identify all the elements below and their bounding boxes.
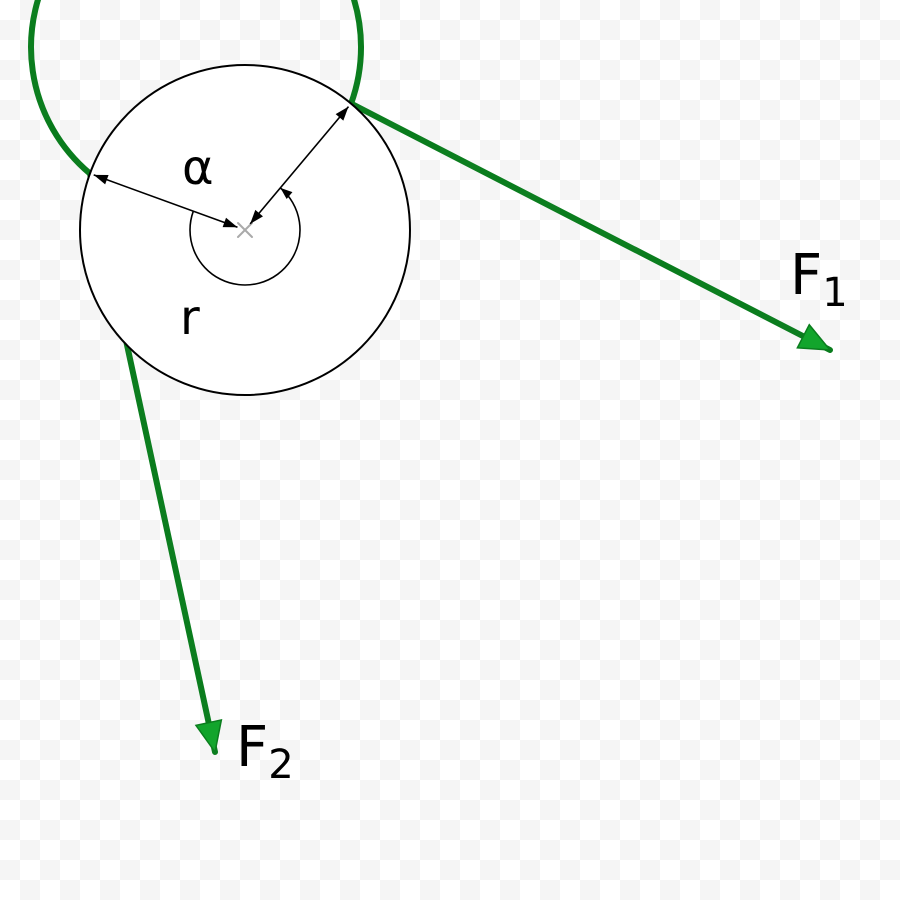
diagram-stage: F1 F2 α r <box>0 0 900 900</box>
force-label-f1-text: F <box>790 243 822 308</box>
angle-label-alpha: α <box>182 140 214 196</box>
force-label-f2: F2 <box>236 720 294 785</box>
force-arrowhead-f2 <box>196 720 221 752</box>
diagram-svg <box>0 0 900 900</box>
force-label-f1: F1 <box>790 248 848 313</box>
force-label-f2-sub: 2 <box>268 742 293 788</box>
force-label-f1-sub: 1 <box>822 270 847 316</box>
force-label-f2-text: F <box>236 715 268 780</box>
force-arrowhead-f1 <box>797 325 830 350</box>
radius-label-r: r <box>180 290 200 346</box>
